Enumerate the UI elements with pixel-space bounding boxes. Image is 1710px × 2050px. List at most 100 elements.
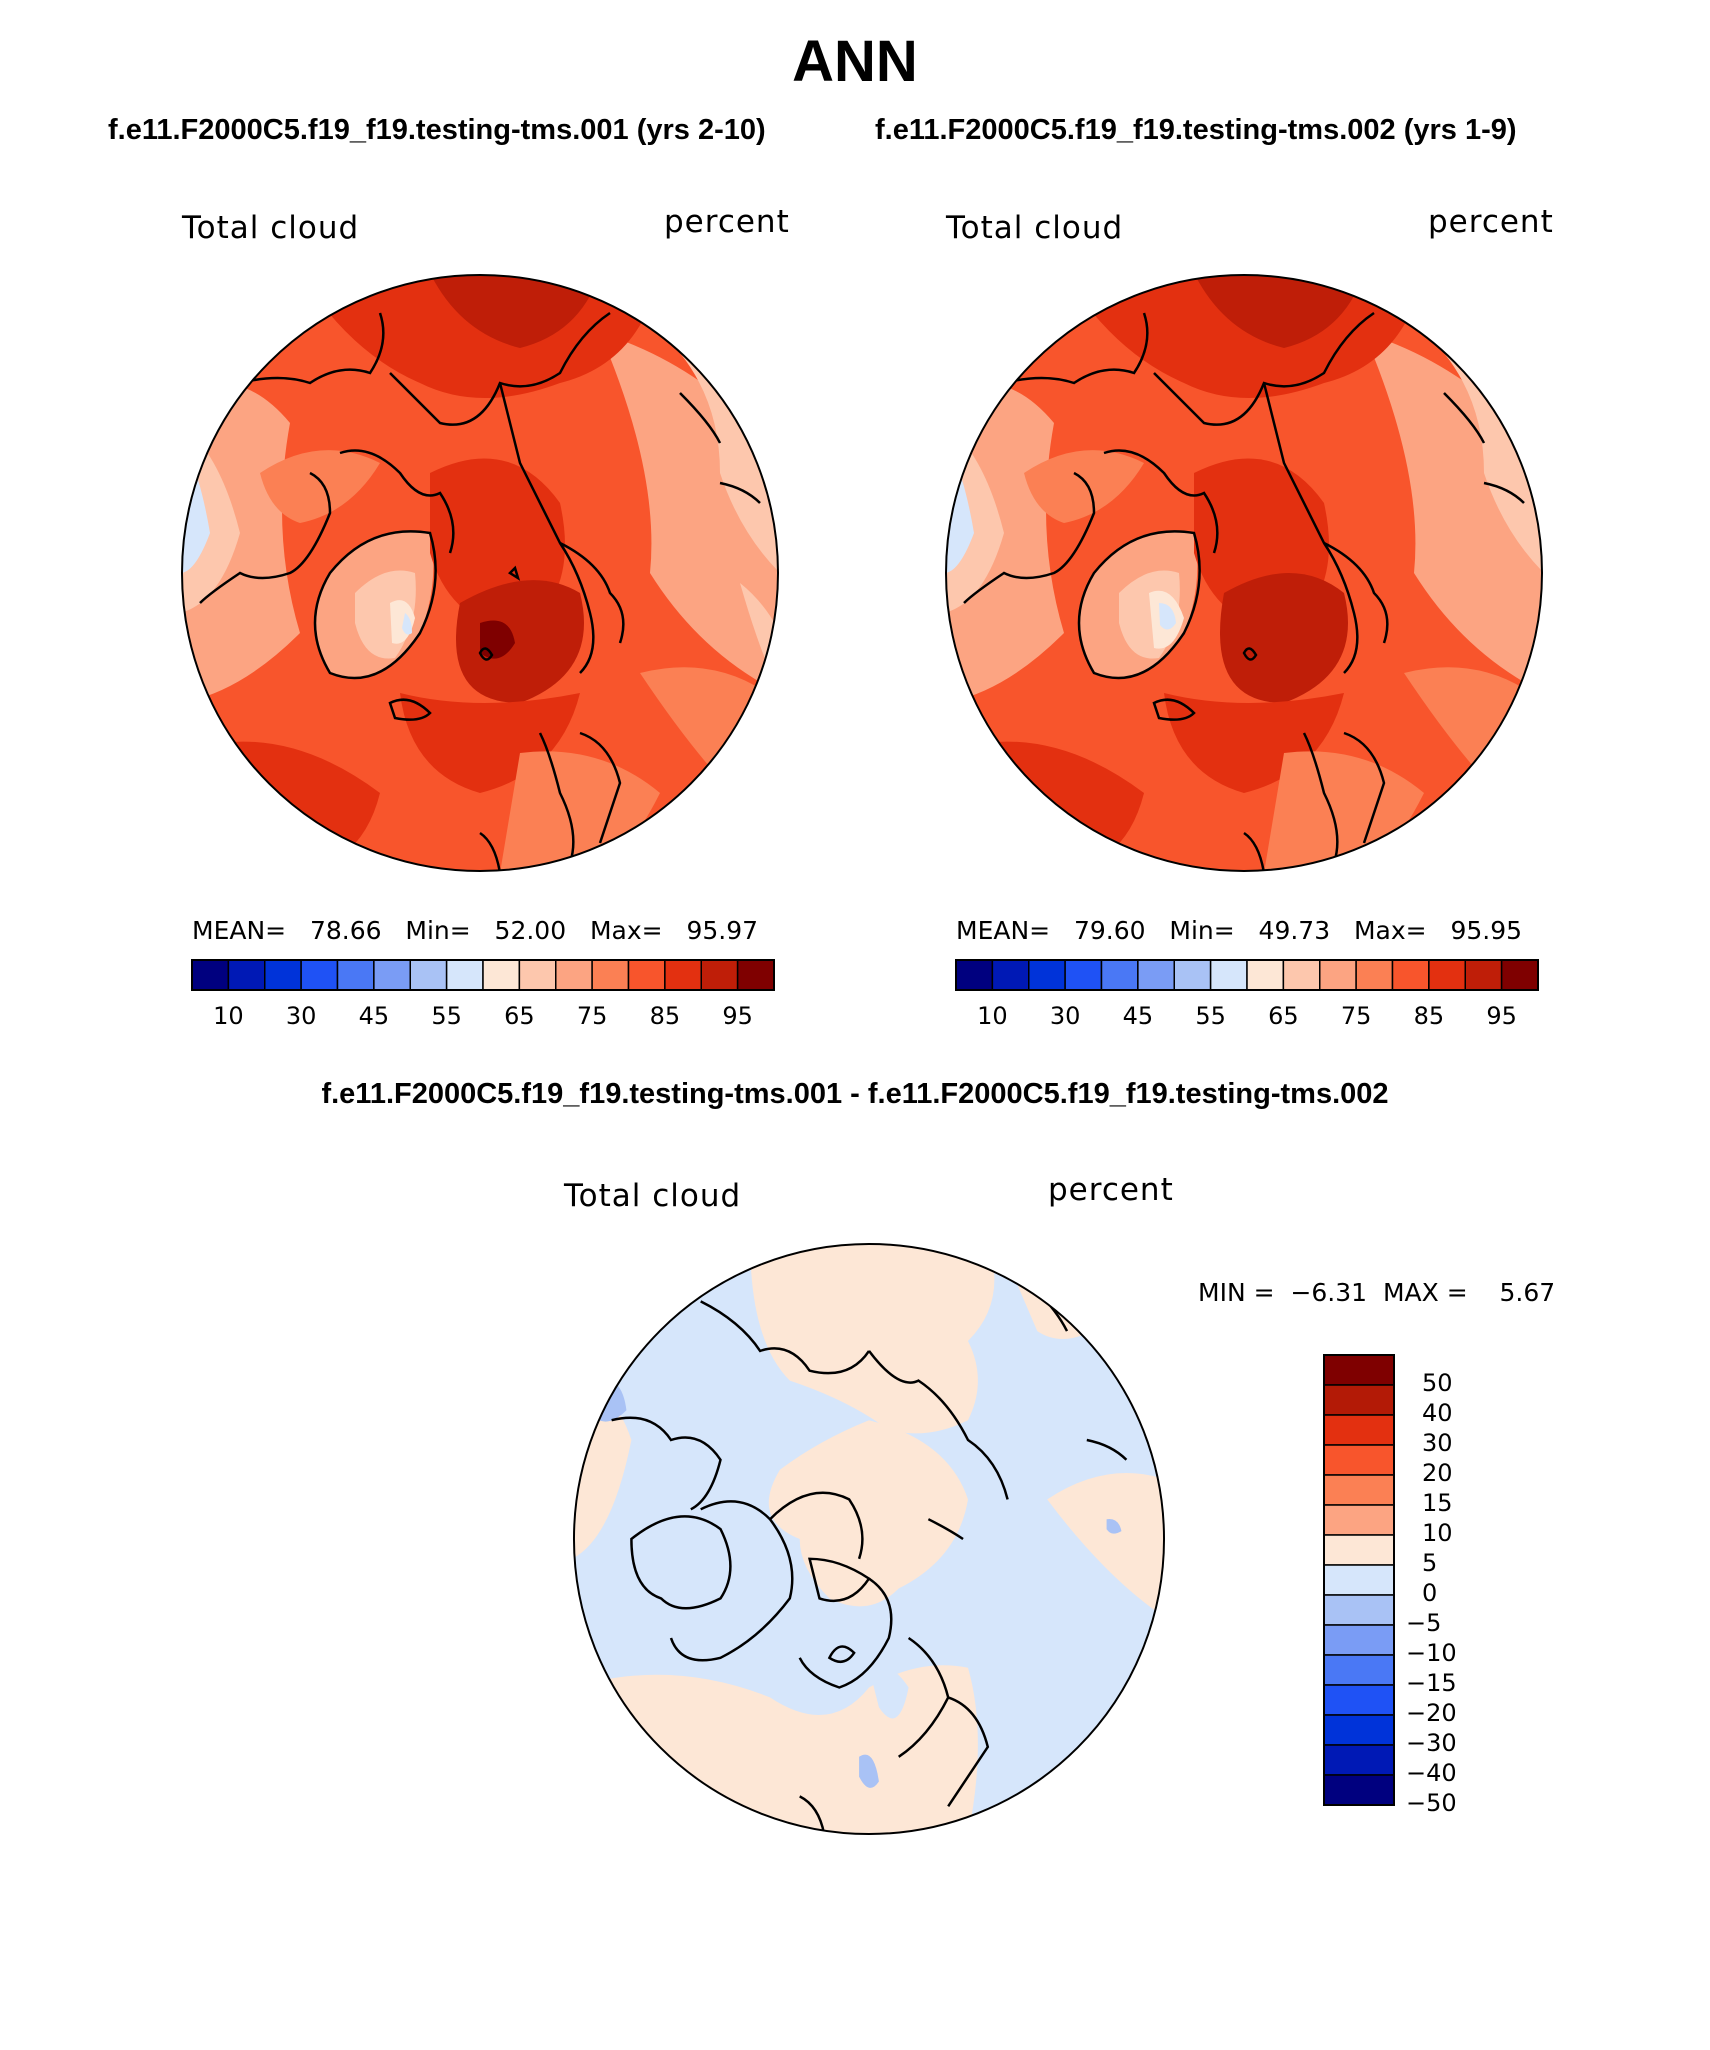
diff-max-label: MAX = [1382,1278,1468,1307]
colorbar-tick-label: −10 [1406,1639,1457,1667]
colorbar-swatch [1323,1504,1395,1536]
plot-title: ANN [792,29,918,94]
colorbar-swatch [1323,1624,1395,1656]
colorbar-tick-label: −15 [1406,1669,1457,1697]
left-mean-value: 78.66 [309,916,382,945]
colorbar-swatch [1028,959,1066,991]
diff-colorbar [1323,1354,1395,1806]
colorbar-tick-label: −30 [1406,1729,1457,1757]
colorbar-swatch [1100,959,1139,991]
colorbar-swatch [591,959,630,991]
right-mean-value: 79.60 [1073,916,1146,945]
colorbar-swatch [1323,1744,1395,1776]
colorbar-swatch [700,959,739,991]
diff-stats: MIN = −6.31 MAX = 5.67 [1198,1278,1555,1307]
colorbar-swatch [1323,1384,1395,1416]
colorbar-swatch [1323,1354,1395,1386]
right-min-label: Min= [1169,916,1235,945]
colorbar-tick-label: 95 [1486,1002,1517,1030]
colorbar-tick-label: 55 [431,1002,462,1030]
colorbar-swatch [1137,959,1175,991]
diff-max-value: 5.67 [1499,1278,1556,1307]
colorbar-tick-label: −5 [1406,1609,1442,1637]
colorbar-swatch [264,959,302,991]
colorbar-tick-label: 30 [1049,1002,1081,1030]
colorbar-tick-label: 40 [1422,1399,1453,1427]
diff-variable-label: Total cloud [564,1178,742,1214]
colorbar-tick-label: −40 [1406,1759,1457,1787]
colorbar-swatch [1173,959,1212,991]
colorbar-tick-label: 30 [285,1002,317,1030]
colorbar-tick-label: 75 [1340,1002,1372,1030]
left-variable-label: Total cloud [182,210,360,246]
left-stats: MEAN= 78.66 Min= 52.00 Max= 95.97 [192,916,758,945]
left-polar-map [181,274,779,872]
colorbar-tick-label: 15 [1422,1489,1453,1517]
colorbar-swatch [409,959,448,991]
difference-polar-map [572,1242,1166,1836]
colorbar-tick-label: 20 [1422,1459,1453,1487]
left-min-label: Min= [405,916,471,945]
left-units-label: percent [664,204,790,240]
colorbar-swatch [1323,1474,1395,1506]
colorbar-swatch [1319,959,1357,991]
colorbar-tick-label: 85 [649,1002,681,1030]
colorbar-tick-label: 45 [358,1002,390,1030]
colorbar-swatch [1323,1654,1395,1686]
diff-min-value: −6.31 [1290,1278,1368,1307]
case-left-title: f.e11.F2000C5.f19_f19.testing-tms.001 (y… [108,114,766,146]
colorbar-swatch [1246,959,1285,991]
colorbar-swatch [1323,1564,1395,1596]
colorbar-swatch [1323,1534,1395,1566]
colorbar-tick-label: −20 [1406,1699,1457,1727]
colorbar-swatch [664,959,702,991]
colorbar-swatch [482,959,521,991]
right-units-label: percent [1428,204,1554,240]
colorbar-tick-label: 0 [1422,1579,1438,1607]
right-variable-label: Total cloud [946,210,1124,246]
difference-title: f.e11.F2000C5.f19_f19.testing-tms.001 - … [321,1078,1389,1110]
colorbar-tick-label: 95 [722,1002,753,1030]
colorbar-tick-label: 45 [1122,1002,1154,1030]
colorbar-swatch [1064,959,1103,991]
colorbar-swatch [1323,1714,1395,1746]
colorbar-swatch [1323,1444,1395,1476]
colorbar-tick-label: 65 [504,1002,535,1030]
colorbar-swatch [336,959,375,991]
colorbar-swatch [1500,959,1539,991]
right-mean-label: MEAN= [956,916,1051,945]
colorbar-swatch [227,959,266,991]
colorbar-swatch [1355,959,1394,991]
left-min-value: 52.00 [494,916,567,945]
colorbar-tick-label: 10 [1422,1519,1453,1547]
colorbar-swatch [518,959,557,991]
colorbar-swatch [1323,1594,1395,1626]
colorbar-tick-label: 10 [213,1002,244,1030]
colorbar-swatch [1323,1684,1395,1716]
diff-units-label: percent [1048,1172,1174,1208]
left-colorbar [191,959,775,991]
right-colorbar [955,959,1539,991]
left-max-label: Max= [589,916,663,945]
right-max-value: 95.95 [1450,916,1523,945]
case-right-title: f.e11.F2000C5.f19_f19.testing-tms.002 (y… [875,114,1517,146]
colorbar-swatch [373,959,411,991]
right-min-value: 49.73 [1258,916,1331,945]
right-stats: MEAN= 79.60 Min= 49.73 Max= 95.95 [956,916,1522,945]
colorbar-tick-label: −50 [1406,1789,1457,1817]
left-max-value: 95.97 [686,916,759,945]
colorbar-swatch [1391,959,1430,991]
diff-min-label: MIN = [1198,1278,1275,1307]
colorbar-swatch [1282,959,1321,991]
colorbar-swatch [1464,959,1503,991]
colorbar-swatch [736,959,775,991]
colorbar-swatch [300,959,339,991]
colorbar-swatch [1323,1414,1395,1446]
colorbar-tick-label: 50 [1422,1369,1453,1397]
colorbar-tick-label: 75 [576,1002,608,1030]
colorbar-swatch [627,959,666,991]
right-polar-map [945,274,1543,872]
colorbar-swatch [1428,959,1466,991]
colorbar-tick-label: 55 [1195,1002,1226,1030]
colorbar-swatch [1209,959,1248,991]
